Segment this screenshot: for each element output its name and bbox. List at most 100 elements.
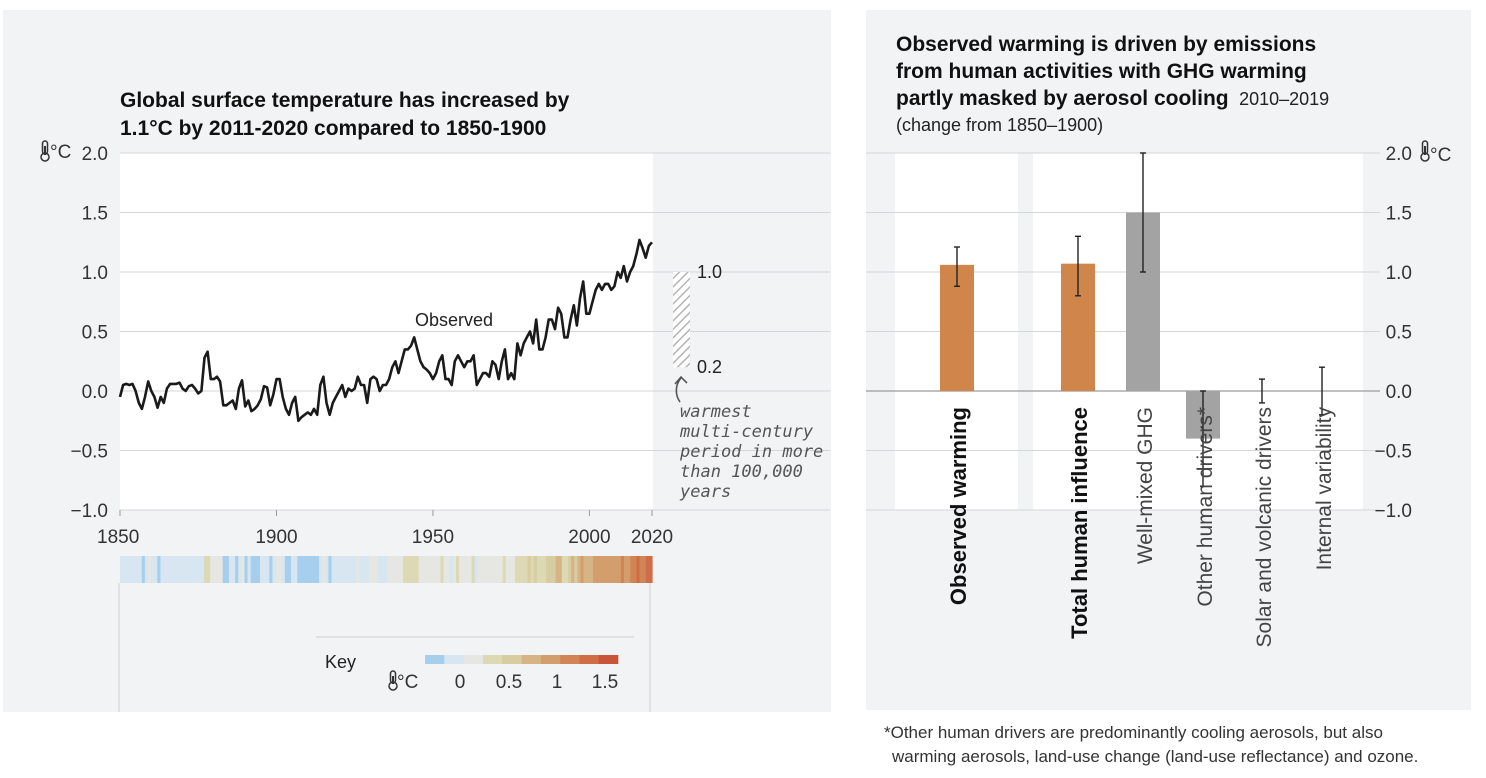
warming-stripe: [194, 556, 199, 583]
warming-stripe: [275, 556, 280, 583]
warming-stripe: [288, 556, 292, 583]
warming-stripe: [384, 556, 389, 583]
left-x-tick-label: 2020: [631, 527, 673, 548]
warming-stripe: [250, 556, 255, 583]
warming-stripe: [564, 556, 569, 583]
warming-stripe: [120, 556, 124, 583]
warming-stripe: [617, 556, 622, 583]
right-y-tick-label: 0.5: [1386, 323, 1412, 344]
warming-stripe: [216, 556, 221, 583]
left-x-tick-label: 1900: [255, 527, 297, 548]
key-swatch: [502, 655, 522, 664]
footnote-line1: *Other human drivers are predominantly c…: [884, 723, 1383, 742]
thermometer-icon: [388, 670, 398, 691]
warming-stripe: [536, 556, 541, 583]
warming-stripe: [518, 556, 522, 583]
warming-stripe: [278, 556, 283, 583]
left-y-unit-label: °C: [50, 142, 71, 163]
warming-stripe: [611, 556, 616, 583]
warming-stripe: [490, 556, 494, 583]
warming-stripe: [614, 556, 619, 583]
warming-stripe: [527, 556, 532, 583]
warming-stripe: [493, 556, 498, 583]
warming-stripe: [188, 556, 193, 583]
warming-stripe: [639, 556, 644, 583]
warming-stripe: [396, 556, 401, 583]
warming-stripe: [574, 556, 578, 583]
category-label: Well-mixed GHG: [1134, 407, 1157, 564]
warming-stripe: [571, 556, 575, 583]
warming-stripe: [521, 556, 526, 583]
warming-stripe: [306, 556, 311, 583]
thermometer-icon: [1420, 140, 1430, 162]
warming-stripe: [443, 556, 448, 583]
left-x-tick-label: 1850: [97, 527, 139, 548]
warming-stripe: [589, 556, 594, 583]
warming-stripe: [200, 556, 205, 583]
warming-stripe: [403, 556, 407, 583]
warming-stripe: [477, 556, 482, 583]
warming-stripe: [372, 556, 376, 583]
category-label: Internal variability: [1313, 407, 1336, 571]
key-unit: °C: [388, 670, 418, 693]
warming-stripe: [465, 556, 470, 583]
warming-stripe: [459, 556, 463, 583]
left-y-tick-label: −1.0: [70, 501, 108, 522]
warming-stripe: [238, 556, 242, 583]
warming-stripe: [300, 556, 305, 583]
warming-stripe: [263, 556, 267, 583]
right-title-line1: Observed warming is driven by emissions: [896, 33, 1316, 56]
warming-stripe: [266, 556, 270, 583]
warming-stripe: [378, 556, 382, 583]
warming-stripe: [325, 556, 330, 583]
warming-stripe: [630, 556, 634, 583]
warming-stripe: [608, 556, 613, 583]
key-swatch: [463, 655, 484, 664]
left-x-axis: 1850 1900 1950 2000 2020: [97, 510, 673, 548]
warming-stripe: [505, 556, 510, 583]
warming-stripe: [468, 556, 473, 583]
warming-stripe: [549, 556, 554, 583]
thermometer-icon: [40, 140, 50, 162]
warming-stripe: [642, 556, 647, 583]
warming-stripe: [213, 556, 218, 583]
warming-stripe: [365, 556, 370, 583]
warming-stripe: [418, 556, 423, 583]
left-y-tick-label: 0.5: [82, 323, 108, 344]
warming-stripe: [512, 556, 516, 583]
warming-stripe: [294, 556, 298, 583]
warming-stripe: [179, 556, 183, 583]
warming-stripe: [555, 556, 560, 583]
warming-stripe: [232, 556, 236, 583]
left-y-tick-label: 0.0: [82, 382, 108, 403]
warming-stripe: [291, 556, 295, 583]
annotation-line: years: [679, 482, 731, 502]
warming-stripe: [219, 556, 224, 583]
warming-stripe: [207, 556, 211, 583]
warming-stripe: [331, 556, 336, 583]
right-y-tick-label: 1.0: [1386, 263, 1412, 284]
warming-stripe: [412, 556, 417, 583]
warming-stripe: [172, 556, 177, 583]
left-x-tick-label: 1950: [412, 527, 454, 548]
warming-stripe: [182, 556, 186, 583]
warming-stripe: [141, 556, 146, 583]
warming-stripe: [312, 556, 317, 583]
warming-stripe: [319, 556, 323, 583]
annotation-line: period in more: [679, 442, 823, 462]
annotation-line: warmest: [680, 402, 752, 422]
warming-stripe: [151, 556, 155, 583]
warming-stripe: [244, 556, 249, 583]
warming-stripe: [256, 556, 261, 583]
warming-stripe: [605, 556, 610, 583]
warming-stripe: [375, 556, 379, 583]
warming-stripe: [347, 556, 351, 583]
warming-stripe: [480, 556, 485, 583]
warming-stripes: [120, 556, 653, 583]
warming-stripe: [409, 556, 414, 583]
warmest-period-range-top: 1.0: [697, 262, 722, 282]
warming-stripe: [154, 556, 158, 583]
right-title-bold: partly masked by aerosol cooling: [896, 87, 1229, 110]
warming-stripe: [434, 556, 438, 583]
warming-stripe: [546, 556, 550, 583]
